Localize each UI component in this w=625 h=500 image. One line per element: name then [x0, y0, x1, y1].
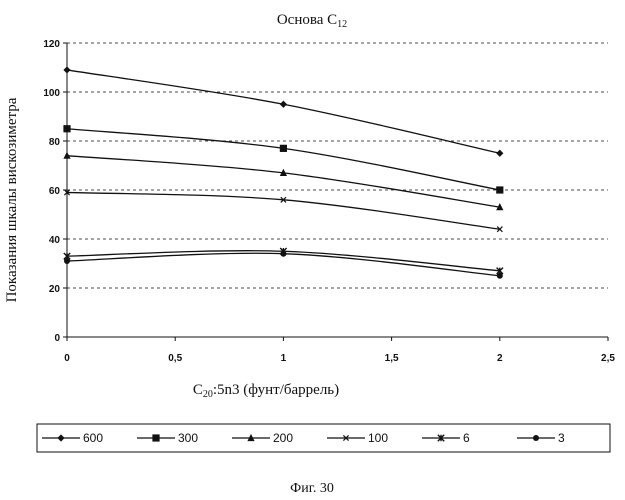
- legend-item-200: 200: [232, 431, 293, 445]
- y-tick-labels: 0 20 40 60 80 100 120: [43, 39, 67, 344]
- legend-item-3: 3: [517, 431, 565, 445]
- x-axis-label-rest: :5n3 (фунт/баррель): [213, 382, 339, 398]
- legend-marker: [533, 435, 539, 441]
- x-tick-label: 0: [64, 353, 70, 364]
- legend-item-6: 6: [422, 431, 470, 445]
- data-point-600: [496, 149, 504, 157]
- data-point-200: [496, 203, 504, 211]
- data-point-300: [63, 125, 71, 133]
- series-line-100: [66, 191, 500, 230]
- data-point-600: [63, 66, 71, 74]
- legend-item-100: 100: [327, 431, 388, 445]
- x-tick-label: 2,5: [601, 353, 615, 364]
- legend-marker: [57, 434, 65, 442]
- legend-label: 6: [463, 431, 470, 445]
- data-point-100: [63, 189, 71, 196]
- series-markers: [63, 66, 504, 279]
- x-axis-label-main: C: [193, 382, 203, 398]
- data-point-100: [496, 226, 503, 233]
- grid-lines: [67, 42, 608, 289]
- legend-marker: [247, 433, 255, 442]
- legend-item-600: 600: [42, 431, 103, 445]
- legend-item-300: 300: [137, 431, 198, 445]
- legend-marker: [342, 434, 350, 442]
- data-point-600: [279, 100, 287, 108]
- legend-label: 3: [558, 431, 565, 445]
- data-point-300: [496, 186, 504, 194]
- y-tick-label: 20: [49, 284, 61, 295]
- figure-caption: Фиг. 30: [290, 481, 334, 496]
- chart-title-subscript: 12: [337, 19, 347, 30]
- data-point-200: [279, 168, 287, 176]
- x-axis-label-subscript: 20: [203, 389, 213, 400]
- data-point-3: [64, 258, 70, 265]
- y-tick-label: 40: [49, 235, 61, 246]
- legend-label: 300: [178, 431, 198, 445]
- legend-label: 100: [368, 431, 388, 445]
- chart-title: Основа C12: [277, 12, 347, 30]
- data-point-300: [279, 144, 287, 152]
- legend: 600 300 200 100 6 3: [42, 431, 565, 445]
- y-tick-label: 120: [43, 39, 60, 50]
- legend-box: [36, 423, 611, 453]
- x-tick-labels: 0 0,5 1 1,5 2 2,5: [64, 337, 615, 364]
- data-point-100: [280, 196, 287, 203]
- legend-label: 200: [273, 431, 293, 445]
- data-point-200: [63, 151, 71, 159]
- chart-title-main: Основа C: [277, 12, 337, 28]
- y-tick-label: 60: [49, 186, 61, 197]
- data-point-3: [496, 272, 503, 279]
- y-tick-label: 0: [54, 333, 60, 344]
- legend-label: 600: [83, 431, 103, 445]
- x-tick-label: 1: [281, 353, 287, 364]
- y-tick-label: 100: [43, 88, 60, 99]
- x-tick-label: 2: [497, 353, 503, 364]
- x-axis-label: C20:5n3 (фунт/баррель): [193, 382, 339, 400]
- y-axis-label: Показания шкалы вискозиметра: [4, 97, 20, 302]
- y-tick-label: 80: [49, 137, 61, 148]
- legend-marker: [437, 434, 445, 442]
- x-tick-label: 0,5: [168, 353, 182, 364]
- legend-marker: [152, 434, 160, 442]
- data-point-3: [280, 250, 287, 257]
- x-tick-label: 1,5: [385, 353, 399, 364]
